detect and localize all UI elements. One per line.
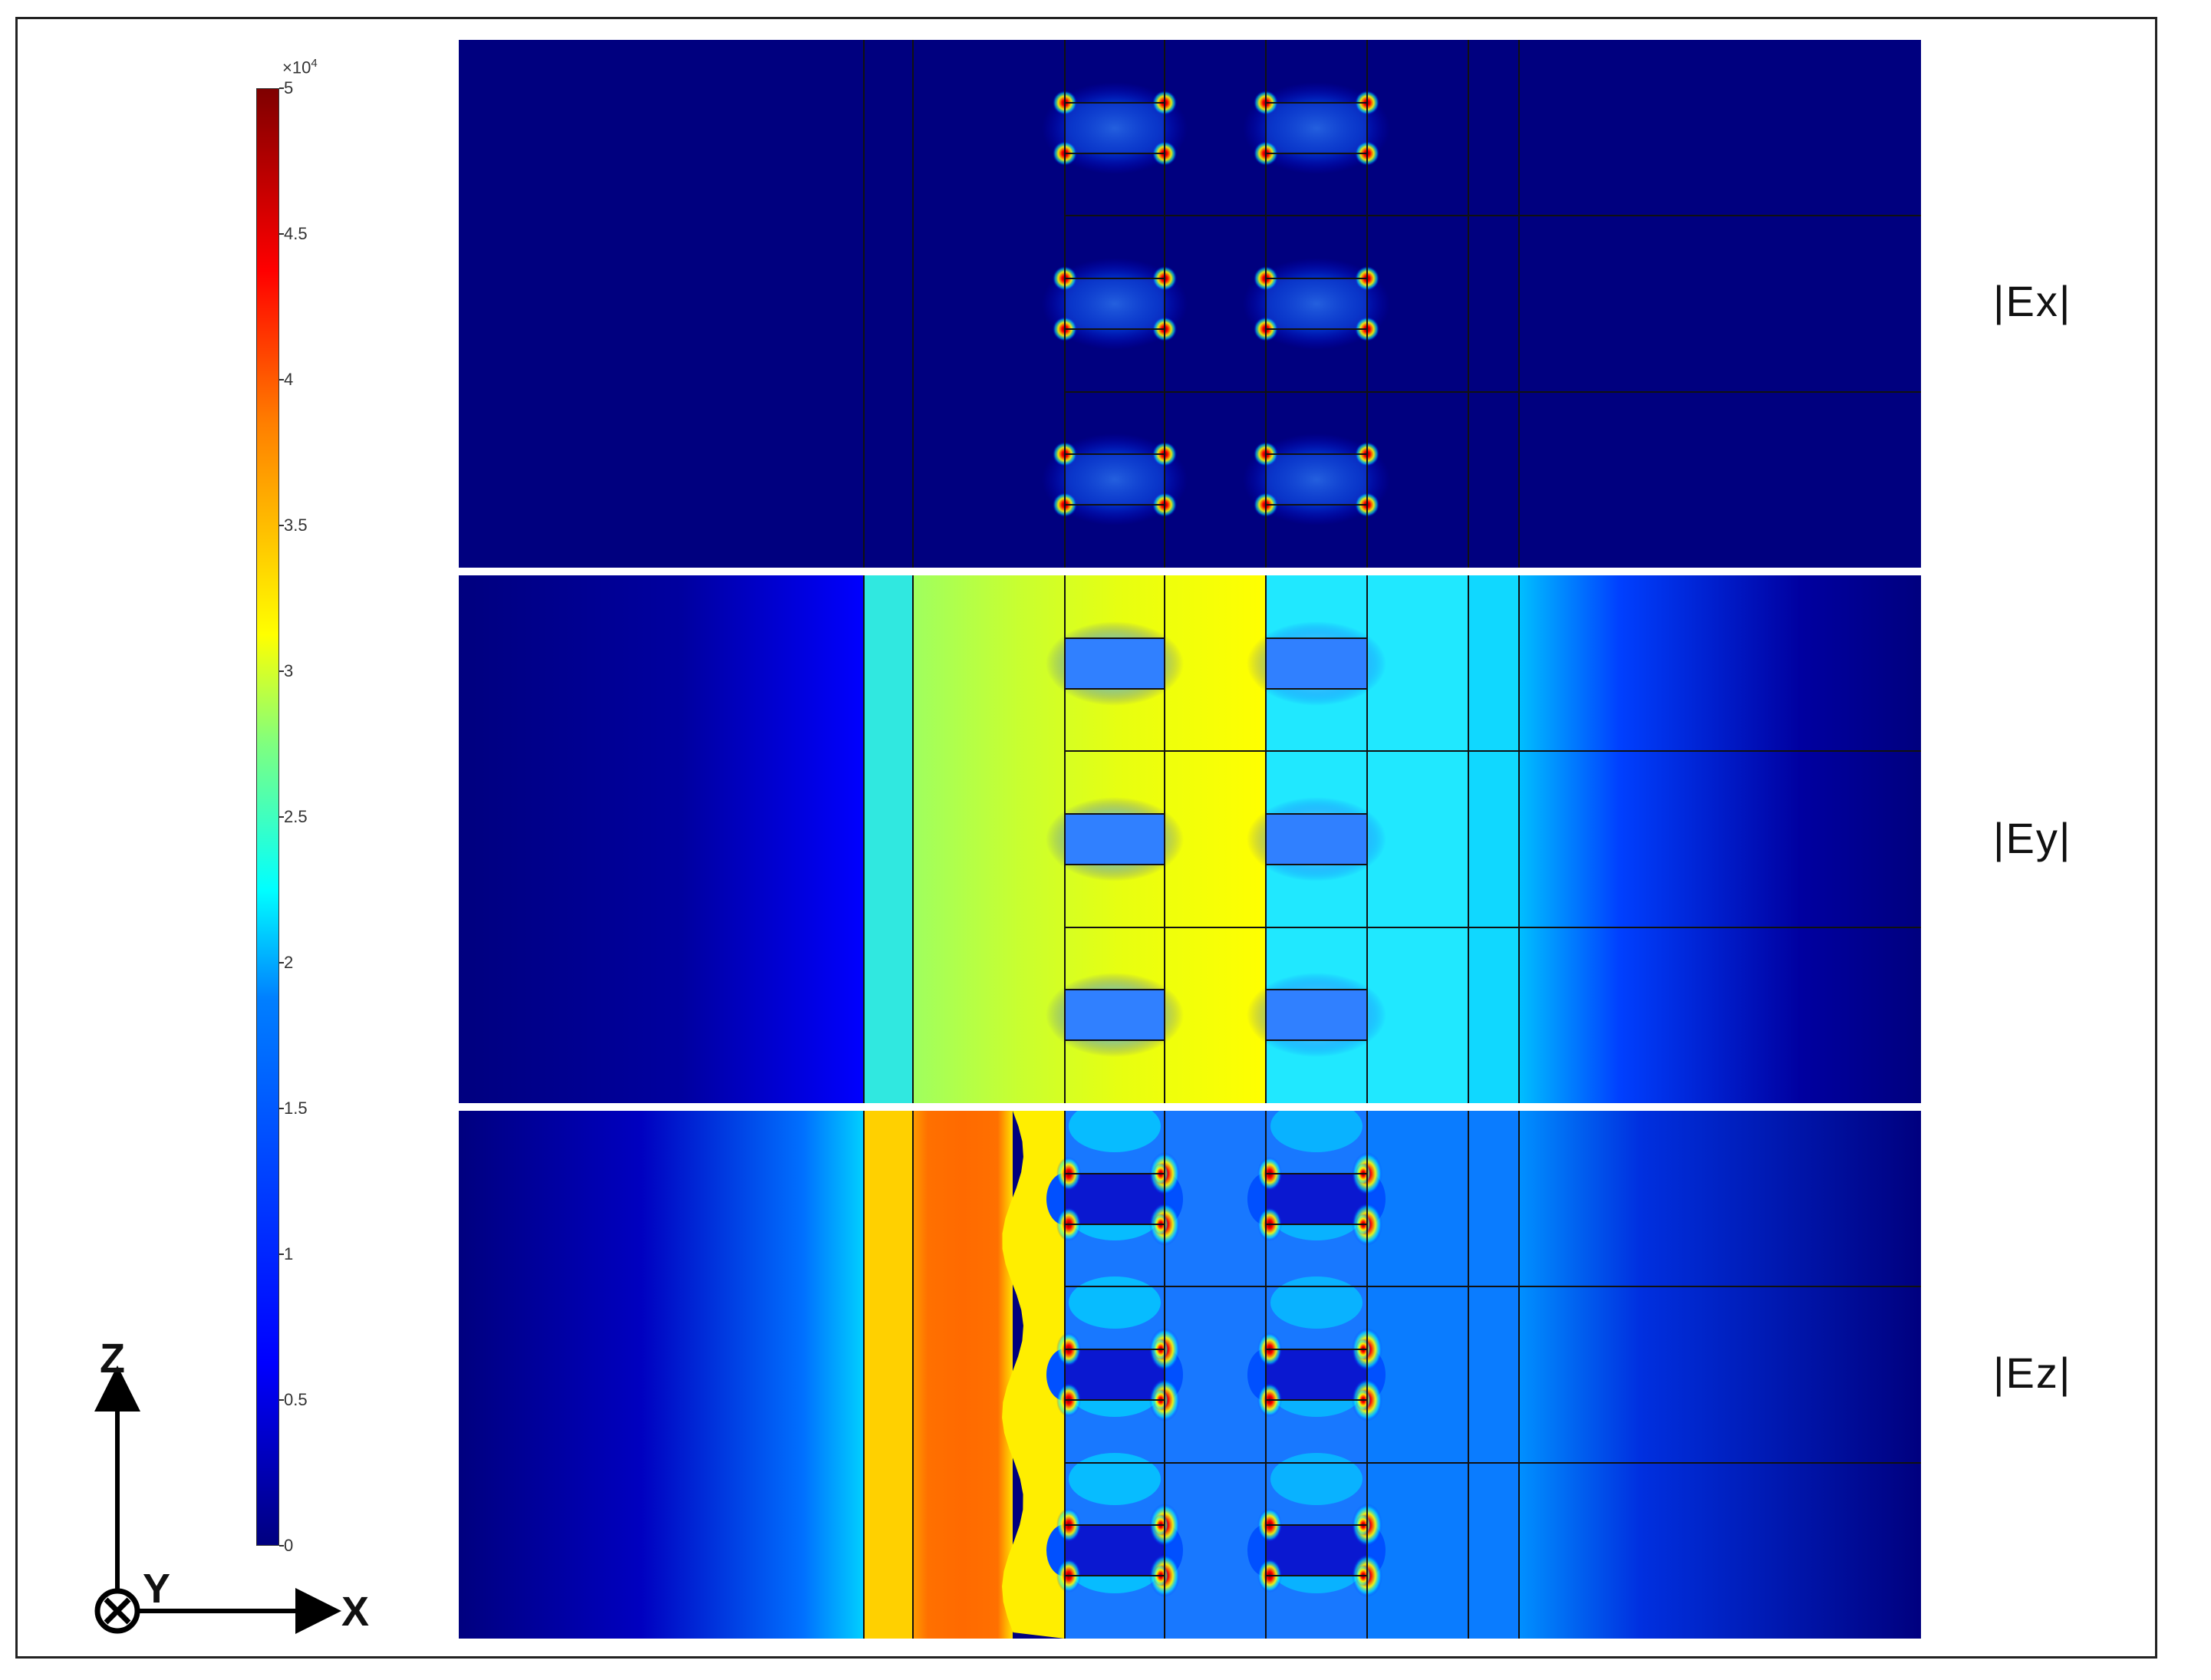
- axes-arrows-icon: [94, 1365, 341, 1634]
- colorbar-exponent: ×104: [282, 57, 318, 77]
- panel-ez: [459, 1111, 1921, 1639]
- colorbar-gradient: [256, 88, 279, 1546]
- colorbar-tickmark: [279, 962, 284, 964]
- colorbar-tickmark: [279, 233, 284, 235]
- ey-cavities: [1046, 621, 1386, 1057]
- z-axis-label: Z: [100, 1336, 125, 1382]
- colorbar-tick-label: 5: [284, 78, 294, 97]
- colorbar-tickmark: [279, 379, 284, 380]
- colorbar-tickmark: [279, 816, 284, 818]
- label-ez: |Ez|: [1993, 1349, 2072, 1397]
- panel-ey: [459, 575, 1921, 1103]
- mesh-lines: [863, 575, 1921, 1103]
- colorbar-tick-label: 0: [284, 1536, 294, 1555]
- colorbar-tick-label: 2.5: [284, 807, 308, 826]
- colorbar-tick-label: 3: [284, 661, 294, 680]
- colorbar-tick-label: 1.5: [284, 1099, 308, 1118]
- colorbar-tick-label: 3.5: [284, 516, 308, 535]
- label-ey: |Ey|: [1993, 814, 2072, 862]
- colorbar-tick-label: 0.5: [284, 1390, 308, 1409]
- label-ex: |Ex|: [1993, 277, 2072, 325]
- colorbar-tickmark: [279, 670, 284, 672]
- mesh-lines: [863, 40, 1921, 568]
- colorbar-tickmark: [279, 1399, 284, 1401]
- colorbar-tickmark: [279, 525, 284, 526]
- colorbar-tick-label: 1: [284, 1244, 294, 1263]
- colorbar-tick-label: 4: [284, 370, 294, 389]
- x-axis-label: X: [341, 1589, 370, 1635]
- colorbar: ×104 5 4.5 4 3.5 3 2.5 2 1.5 1 0.5 0: [230, 46, 384, 1565]
- colorbar-tick-label: 2: [284, 953, 294, 972]
- colorbar-tickmark: [279, 1253, 284, 1255]
- colorbar-tickmark: [279, 1545, 284, 1547]
- coordinate-axes: Z Y X: [77, 1335, 384, 1642]
- figure-frame: [15, 17, 2157, 1659]
- colorbar-tick-label: 4.5: [284, 224, 308, 243]
- colorbar-tickmark: [279, 87, 284, 89]
- mesh-lines: [863, 1111, 1921, 1639]
- panel-ex: [459, 40, 1921, 568]
- y-axis-label: Y: [143, 1566, 171, 1612]
- colorbar-tickmark: [279, 1108, 284, 1109]
